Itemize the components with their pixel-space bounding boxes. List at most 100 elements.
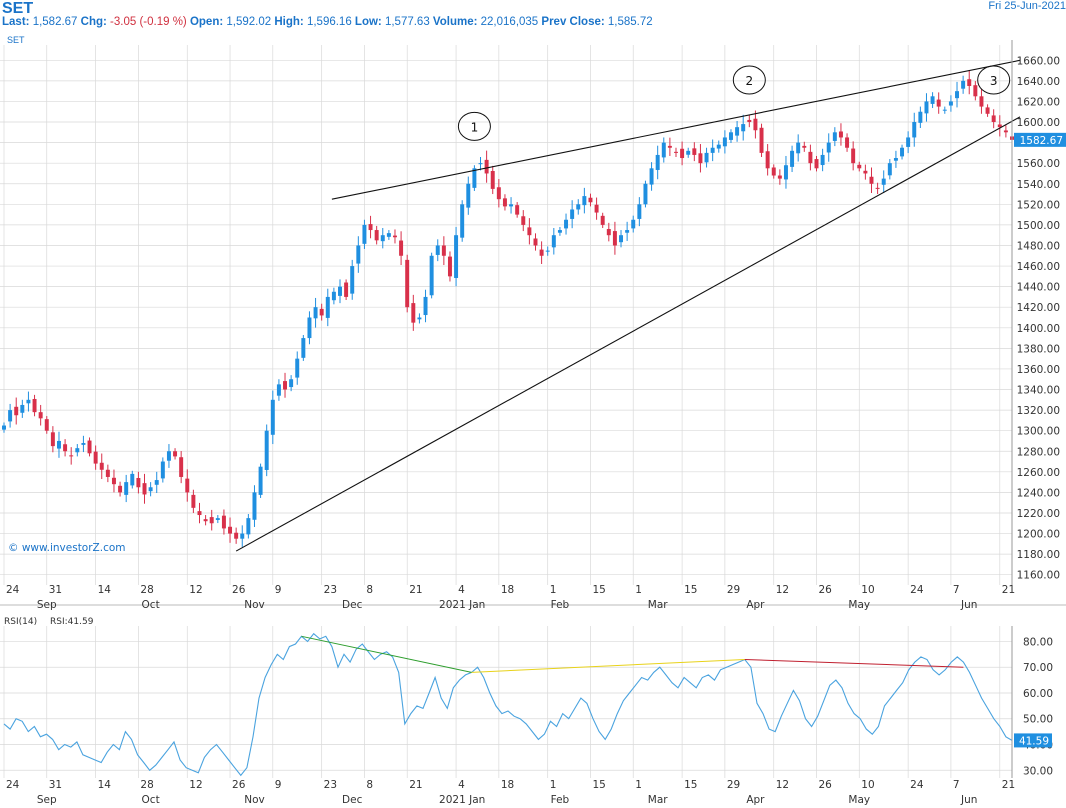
candle-body	[160, 461, 165, 479]
candle-body	[87, 440, 92, 454]
candle-body	[50, 432, 55, 447]
annotation-label-2: 2	[745, 74, 753, 88]
rsi-title: RSI(14)	[4, 617, 37, 627]
candle-body	[539, 249, 544, 256]
prev-close-value: 1,585.72	[607, 16, 653, 28]
rsi-x-day-tick: 23	[324, 779, 337, 791]
rsi-line	[3, 632, 1013, 777]
candle-body	[851, 148, 856, 164]
candle-body	[790, 150, 795, 167]
candle-body	[2, 425, 6, 430]
candle-body	[912, 122, 917, 138]
candle-body	[289, 379, 294, 388]
candle-body	[808, 151, 813, 164]
candle-body	[173, 451, 178, 457]
price-x-month-label: Oct	[142, 599, 160, 611]
price-x-day-tick: 1	[550, 584, 557, 596]
price-x-month-label: Jun	[960, 599, 977, 611]
last-value: 1,582.67	[32, 16, 78, 28]
candle-body	[258, 466, 263, 495]
candle-body	[704, 152, 709, 163]
rsi-tick-label: 60.00	[1023, 688, 1053, 700]
candle-body	[661, 142, 666, 158]
candle-body	[832, 132, 837, 141]
price-tick-label: 1560.00	[1017, 158, 1060, 170]
rsi-tick-label: 70.00	[1023, 662, 1053, 674]
candle-body	[606, 229, 611, 236]
labels: 1160.001180.001200.001220.001240.001260.…	[4, 55, 1066, 806]
rsi-x-day-tick: 9	[275, 779, 282, 791]
lower-trendline	[235, 116, 1021, 552]
candle-body	[863, 170, 868, 174]
rsi-x-day-tick: 12	[776, 779, 789, 791]
candle-body	[692, 148, 697, 155]
price-tick-label: 1460.00	[1017, 261, 1060, 273]
price-x-month-label: Mar	[648, 599, 668, 611]
candle-body	[429, 255, 434, 296]
date-label: Fri 25-Jun-2021	[988, 0, 1066, 12]
price-tick-label: 1260.00	[1017, 467, 1060, 479]
candle-body	[8, 410, 13, 422]
rsi-x-month-label: Mar	[648, 794, 668, 806]
price-tick-label: 1180.00	[1017, 549, 1060, 561]
annotation-label-1: 1	[471, 120, 479, 134]
last-price-box	[1014, 132, 1066, 147]
rsi-yellow-line	[471, 658, 745, 673]
candle-body	[276, 384, 281, 396]
candle-body	[612, 231, 617, 246]
rsi-x-month-label: Apr	[746, 794, 765, 806]
price-x-day-tick: 24	[6, 584, 20, 596]
candle-body	[802, 145, 807, 148]
candle-body	[906, 137, 911, 147]
price-x-day-tick: 18	[501, 584, 514, 596]
rsi-x-day-tick: 1	[550, 779, 557, 791]
candle-body	[331, 291, 336, 301]
candle-body	[81, 443, 86, 445]
price-x-month-label: Apr	[746, 599, 765, 611]
annotation-label-3: 3	[990, 74, 998, 88]
candle-body	[69, 455, 74, 457]
candle-body	[75, 448, 80, 453]
price-tick-label: 1300.00	[1017, 426, 1060, 438]
candle-body	[179, 457, 184, 477]
rsi-x-month-label: Dec	[342, 794, 363, 806]
candle-body	[197, 511, 202, 516]
annotation-circle-2	[732, 65, 766, 95]
rsi-x-day-tick: 29	[727, 779, 740, 791]
candle-body	[472, 168, 477, 188]
price-x-month-label: Dec	[342, 599, 363, 611]
candle-body	[38, 412, 43, 419]
candle-body	[14, 406, 19, 416]
candle-body	[783, 165, 788, 180]
candle-body	[551, 235, 556, 248]
price-tick-label: 1280.00	[1017, 446, 1060, 458]
annotation-circle-1	[457, 111, 491, 141]
price-x-day-tick: 26	[819, 584, 833, 596]
price-x-day-tick: 15	[684, 584, 697, 596]
candle-body	[325, 296, 330, 318]
trendlines: 1 2 3	[235, 59, 1021, 552]
price-x-day-tick: 12	[776, 584, 789, 596]
candle-body	[985, 107, 990, 114]
high-label: High:	[274, 16, 304, 28]
candle-body	[728, 132, 733, 140]
candle-body	[191, 494, 196, 508]
rsi-x-day-tick: 28	[140, 779, 153, 791]
candle-body	[502, 198, 507, 207]
candle-body	[148, 487, 153, 492]
price-tick-label: 1340.00	[1017, 385, 1060, 397]
candle-body	[735, 127, 740, 136]
candle-body	[478, 163, 483, 165]
candle-body	[845, 137, 850, 148]
candle-body	[594, 204, 599, 213]
candle-body	[319, 308, 324, 316]
rsi-x-month-label: Nov	[244, 794, 265, 806]
candle-body	[814, 159, 819, 169]
last-label: Last:	[2, 16, 30, 28]
candle-body	[796, 142, 801, 154]
price-tick-label: 1420.00	[1017, 302, 1060, 314]
candle-body	[936, 99, 941, 107]
candle-body	[955, 91, 960, 99]
rsi-x-day-tick: 24	[910, 779, 924, 791]
